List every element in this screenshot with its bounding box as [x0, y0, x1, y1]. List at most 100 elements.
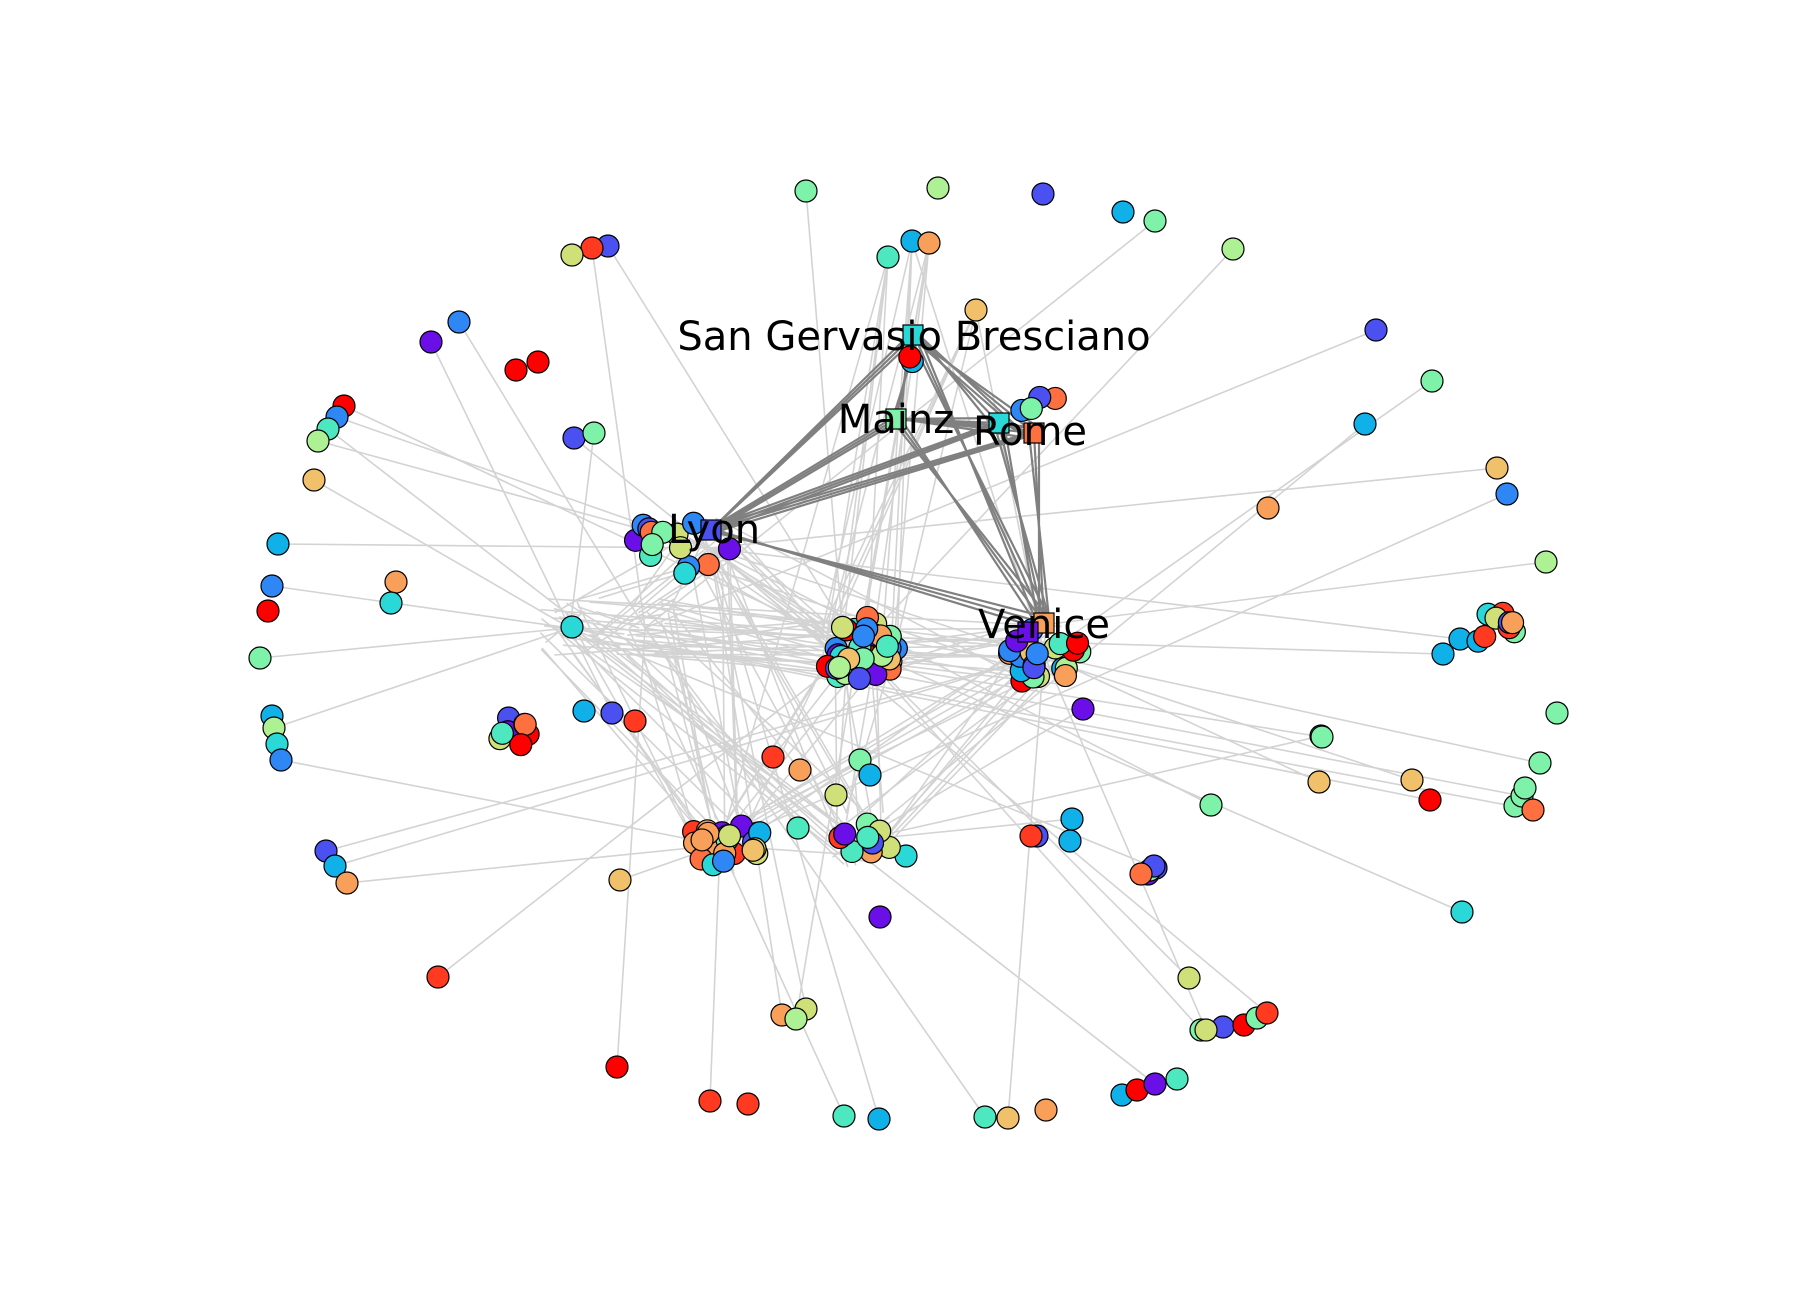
node	[1256, 496, 1280, 520]
edge	[569, 432, 595, 629]
edge	[862, 242, 930, 628]
node	[1528, 751, 1552, 775]
edge	[671, 650, 717, 820]
right-cluster-node	[1500, 611, 1525, 635]
edge	[346, 844, 721, 884]
node	[876, 245, 900, 269]
edge	[1035, 632, 1052, 642]
center-cluster-node	[875, 634, 899, 658]
edge	[857, 647, 1463, 913]
edge	[840, 256, 889, 646]
edge	[588, 533, 726, 643]
edge	[703, 660, 1068, 842]
edge	[719, 256, 889, 846]
bottom-left-cluster-node	[711, 849, 736, 873]
node	[868, 905, 892, 929]
edge	[458, 321, 646, 629]
node	[784, 1007, 808, 1031]
label-venice: Venice	[978, 602, 1110, 648]
node	[1034, 1098, 1058, 1122]
edge	[591, 622, 854, 859]
hub-edge	[918, 334, 1030, 439]
node	[335, 871, 359, 895]
edge	[857, 647, 1190, 979]
rome-cluster-node	[1019, 396, 1043, 421]
edge	[726, 559, 739, 861]
bottom-mid-cluster-node	[856, 825, 880, 849]
node	[1221, 237, 1245, 261]
edge	[616, 653, 843, 665]
hub-edges	[705, 334, 1051, 630]
node	[379, 591, 403, 615]
hub-edge	[1002, 422, 1041, 629]
edge	[660, 622, 739, 817]
edge	[709, 547, 807, 1010]
node	[867, 1107, 891, 1131]
node	[256, 599, 280, 623]
edge	[709, 547, 1212, 806]
edge	[569, 627, 1157, 869]
node	[1255, 1001, 1279, 1025]
node	[266, 532, 290, 556]
edge	[724, 629, 1044, 856]
node	[1031, 182, 1055, 206]
left-cluster-node	[513, 712, 537, 737]
hub-node-san-gervasio	[902, 324, 924, 346]
edge	[1007, 654, 1045, 1119]
node	[1431, 642, 1455, 666]
hub-edge	[715, 421, 995, 527]
node	[1177, 966, 1201, 990]
label-rome: Rome	[973, 409, 1087, 455]
lyon-cluster-node	[717, 537, 742, 561]
edge	[709, 844, 721, 1102]
node	[560, 243, 584, 267]
edge	[711, 546, 848, 814]
node	[1310, 725, 1334, 749]
node-labels: San Gervasio Bresciano Mainz Rome Lyon V…	[668, 314, 1151, 648]
node	[426, 965, 450, 989]
node	[1111, 200, 1135, 224]
node	[562, 426, 586, 450]
node	[384, 570, 408, 594]
node	[1545, 701, 1569, 725]
edge	[859, 708, 1084, 841]
edge	[616, 627, 646, 1068]
hub-nodes	[700, 324, 1055, 643]
node	[788, 758, 812, 782]
venice-cluster-node	[1053, 663, 1078, 688]
node	[1199, 793, 1223, 817]
node	[1353, 412, 1377, 436]
node	[260, 574, 284, 598]
hub-edge	[705, 431, 1040, 537]
node	[605, 1055, 629, 1079]
hub-node-lyon	[700, 519, 722, 541]
node	[608, 868, 632, 892]
venice-cluster-node	[1025, 642, 1049, 666]
node	[698, 1089, 722, 1113]
node	[1400, 768, 1424, 792]
node	[447, 310, 471, 334]
node	[1019, 824, 1043, 848]
edge	[630, 618, 849, 651]
edge	[667, 612, 719, 854]
hub-edge	[715, 528, 1040, 630]
node	[1165, 1067, 1189, 1091]
node	[858, 763, 882, 787]
edge	[890, 240, 913, 648]
node	[526, 350, 550, 374]
edge	[540, 608, 1041, 650]
edge	[841, 679, 1034, 828]
node	[1143, 1072, 1167, 1096]
node	[1513, 776, 1537, 800]
edge	[544, 625, 625, 635]
edge	[271, 585, 571, 629]
edge	[628, 598, 675, 630]
edge	[644, 627, 986, 1118]
node	[302, 468, 326, 492]
node	[306, 429, 330, 453]
hub-node-rome-b	[1023, 422, 1045, 444]
edge	[327, 428, 861, 841]
edge	[859, 735, 1322, 841]
node	[996, 1106, 1020, 1130]
